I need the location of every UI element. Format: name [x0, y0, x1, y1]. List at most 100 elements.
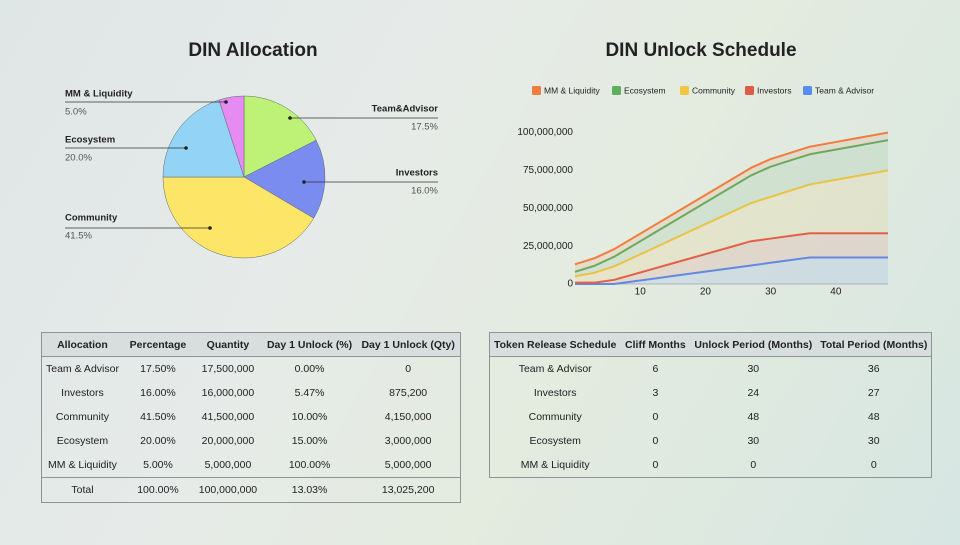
table-cell: 0: [870, 459, 877, 471]
legend-label: Team & Advisor: [815, 85, 874, 95]
table-cell: 5,000,000: [384, 459, 432, 471]
legend-label: MM & Liquidity: [544, 85, 600, 95]
legend-label: Investors: [757, 85, 792, 95]
header-cell: Day 1 Unlock (Qty): [356, 332, 461, 357]
table-cell: 0.00%: [294, 363, 325, 375]
table-cell: 875,200: [389, 387, 428, 399]
table-cell: Team & Advisor: [46, 363, 119, 375]
area: [575, 257, 888, 284]
legend-swatch: [612, 86, 621, 95]
total-cell: 13.03%: [262, 477, 357, 503]
y-tick-label: 100,000,000: [517, 127, 573, 138]
pie-slice: [243, 139, 326, 219]
table-cell: 15.00%: [291, 435, 328, 447]
table-row: Ecosystem 0 30 30: [490, 429, 932, 453]
table-row: Community 0 48 48: [490, 405, 932, 429]
slice-value: 17.5%: [411, 122, 438, 133]
slice-value: 20.0%: [65, 153, 92, 164]
chart-title: DIN Allocation: [188, 40, 317, 61]
table-cell: 41,500,000: [201, 411, 255, 423]
slice-label: Investors: [396, 168, 438, 179]
table-cell: 3,000,000: [384, 435, 432, 447]
table-cell: 17,500,000: [201, 363, 255, 375]
legend-swatch: [745, 86, 754, 95]
table-cell: 17.50%: [140, 363, 176, 375]
total-cell: 100,000,000: [192, 477, 263, 503]
slice-label: MM & Liquidity: [65, 89, 133, 100]
total-cell: Total: [41, 477, 123, 503]
y-tick-label: 25,000,000: [523, 241, 573, 252]
legend-swatch: [532, 86, 541, 95]
table-cell: 24: [747, 387, 760, 399]
table-cell: 0: [652, 459, 659, 471]
table-cell: 27: [867, 387, 880, 399]
leader-dot: [208, 226, 212, 230]
line: [575, 232, 888, 284]
line: [574, 169, 889, 278]
header-row: Allocation Percentage Quantity Day 1 Unlock…: [41, 332, 461, 357]
table-cell: 30: [867, 435, 880, 447]
y-tick-label: 75,000,000: [523, 165, 573, 176]
table-cell: 6: [652, 363, 659, 375]
area: [575, 140, 888, 277]
table-cell: 5.00%: [143, 459, 173, 471]
table-cell: Investors: [533, 387, 577, 399]
slice-label: Ecosystem: [65, 135, 115, 146]
table-cell: 5,000,000: [204, 459, 252, 471]
table-cell: 30: [747, 435, 760, 447]
table-row: Community 41.50% 41,500,000 10.00% 4,150,000: [42, 405, 461, 429]
table-cell: 48: [867, 411, 880, 423]
leader-dot: [184, 146, 188, 150]
table-cell: 0: [652, 411, 659, 423]
x-tick-label: 10: [635, 287, 647, 298]
pie-slice: [218, 95, 245, 178]
table-cell: 20.00%: [140, 435, 176, 447]
header-cell: Total Period (Months): [816, 332, 932, 357]
line: [575, 256, 888, 285]
line: [574, 139, 889, 273]
x-tick-label: 40: [830, 287, 842, 298]
table-row: MM & Liquidity 5.00% 5,000,000 100.00% 5,000…: [42, 453, 461, 478]
legend-swatch: [680, 86, 689, 95]
table-cell: 48: [747, 411, 760, 423]
slice-value: 5.0%: [65, 107, 87, 118]
table-cell: 5.47%: [294, 387, 325, 399]
table-cell: 16.00%: [140, 387, 176, 399]
leader-dot: [288, 116, 292, 120]
header-row: Token Release Schedule Cliff Months Unlock…: [489, 332, 932, 357]
pie-slice: [162, 99, 245, 178]
table-row: Investors 3 24 27: [490, 381, 932, 405]
slice-value: 41.5%: [65, 231, 92, 242]
header-cell: Percentage: [122, 332, 193, 357]
y-tick-label: 50,000,000: [523, 203, 573, 214]
leader-dot: [302, 180, 306, 184]
table-cell: 20,000,000: [201, 435, 255, 447]
area: [575, 132, 888, 272]
table-cell: Ecosystem: [529, 435, 581, 447]
area: [575, 233, 888, 284]
leader-dot: [224, 100, 228, 104]
data-table: Token Release Schedule Cliff Months Unlock…: [489, 332, 933, 478]
table-cell: 16,000,000: [201, 387, 255, 399]
header-cell: Quantity: [192, 332, 263, 357]
area: [575, 170, 888, 283]
legend-swatch: [803, 86, 812, 95]
table-cell: 0: [652, 435, 659, 447]
table-cell: 36: [867, 363, 880, 375]
header-cell: Token Release Schedule: [489, 332, 621, 357]
line: [574, 131, 889, 266]
table-cell: Community: [528, 411, 582, 423]
table-cell: Team & Advisor: [518, 363, 592, 375]
total-row: Total 100.00% 100,000,000 13.03% 13,025,200: [41, 477, 461, 503]
header-cell: Allocation: [41, 332, 123, 357]
table-cell: MM & Liquidity: [520, 459, 590, 471]
table-cell: 30: [747, 363, 760, 375]
data-table: Allocation Percentage Quantity Day 1 Unlock…: [41, 332, 462, 503]
slice-label: Team&Advisor: [372, 104, 439, 115]
table-cell: 100.00%: [288, 459, 331, 471]
pie-slice: [162, 176, 315, 259]
pie-slice: [243, 95, 317, 178]
total-cell: 100.00%: [122, 477, 193, 503]
